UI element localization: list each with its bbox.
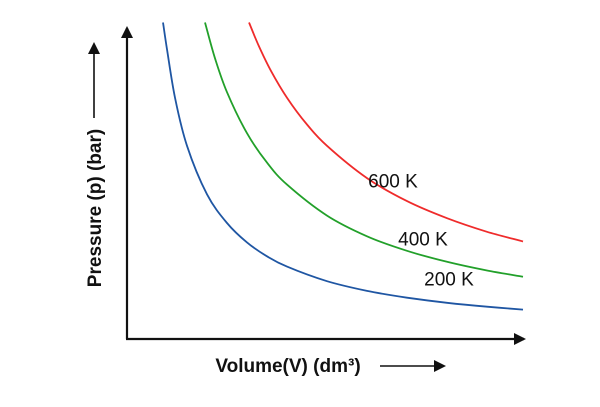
- curve-labels-group: 200 K 400 K 600 K: [368, 172, 474, 291]
- isotherm-curve-400k: [204, 22, 524, 278]
- curve-label-400k: 400 K: [398, 230, 448, 251]
- curve-label-600k: 600 K: [368, 172, 418, 193]
- curves-group: [162, 22, 524, 311]
- x-axis-title: Volume(V) (dm³): [215, 356, 360, 377]
- isotherm-curve-200k: [162, 22, 524, 311]
- isotherm-curve-600k: [248, 22, 524, 243]
- curve-label-200k: 200 K: [424, 270, 474, 291]
- y-axis-title: Pressure (p) (bar): [85, 129, 106, 287]
